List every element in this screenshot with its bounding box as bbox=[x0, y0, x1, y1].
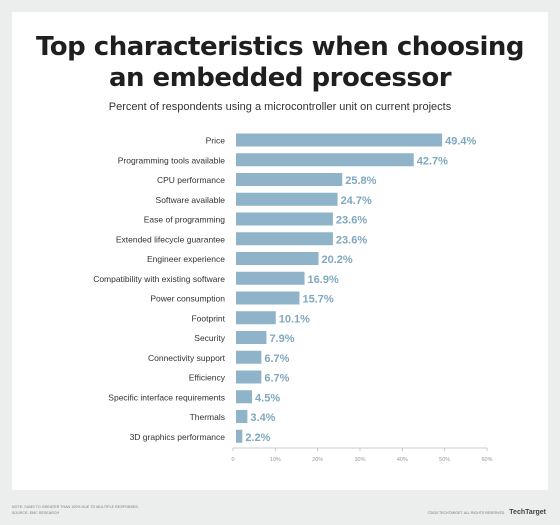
tick-label: 60% bbox=[481, 457, 492, 463]
bar bbox=[236, 291, 300, 305]
bar bbox=[236, 350, 262, 364]
bar bbox=[236, 271, 305, 285]
category-label: Ease of programming bbox=[144, 215, 226, 225]
value-label: 15.7% bbox=[302, 294, 333, 306]
value-label: 49.4% bbox=[445, 136, 476, 148]
category-label: Price bbox=[206, 136, 226, 146]
value-label: 23.6% bbox=[336, 234, 367, 246]
chart-title: Top characteristics when choosing an emb… bbox=[0, 32, 560, 94]
value-label: 10.1% bbox=[279, 313, 310, 325]
tick-label: 50% bbox=[439, 457, 450, 463]
bar bbox=[236, 232, 333, 246]
category-label: Efficiency bbox=[189, 373, 226, 383]
category-label: Software available bbox=[156, 195, 226, 205]
footer-note: NOTE: SUMS TO GREATER THAN 100% DUE TO M… bbox=[12, 505, 139, 509]
bar bbox=[236, 212, 333, 226]
value-label: 6.7% bbox=[264, 353, 289, 365]
footer-source: SOURCE: EMC RESEARCH bbox=[12, 511, 60, 515]
bar bbox=[236, 331, 267, 344]
bar bbox=[236, 133, 443, 147]
footer-right: ©2020 TECHTARGET. ALL RIGHTS RESERVED. T… bbox=[428, 509, 546, 516]
value-label: 23.6% bbox=[336, 215, 367, 227]
value-label: 24.7% bbox=[341, 195, 372, 207]
category-label: Extended lifecycle guarantee bbox=[116, 234, 225, 244]
bar bbox=[236, 429, 243, 443]
bar bbox=[236, 252, 319, 265]
tick-label: 40% bbox=[397, 457, 408, 463]
value-label: 20.2% bbox=[322, 254, 353, 266]
chart-title-line-2: an embedded processor bbox=[108, 63, 452, 93]
category-label: Engineer experience bbox=[147, 254, 225, 264]
chart-title-line-1: Top characteristics when choosing bbox=[36, 32, 525, 62]
value-label: 2.2% bbox=[245, 432, 270, 444]
chart-subtitle: Percent of respondents using a microcont… bbox=[108, 101, 452, 113]
category-label: 3D graphics performance bbox=[130, 432, 226, 442]
bar bbox=[236, 410, 248, 423]
bar bbox=[236, 153, 414, 167]
bar bbox=[236, 311, 276, 325]
tick-label: 30% bbox=[354, 457, 365, 463]
value-label: 25.8% bbox=[345, 175, 376, 187]
category-label: Security bbox=[194, 333, 225, 343]
chart-card bbox=[12, 12, 548, 490]
category-label: Power consumption bbox=[150, 294, 225, 304]
brand-logo: TechTarget bbox=[509, 509, 546, 516]
tick-label: 10% bbox=[270, 457, 281, 463]
value-label: 16.9% bbox=[308, 274, 339, 286]
bar bbox=[236, 390, 253, 404]
bar bbox=[236, 370, 262, 384]
category-label: Specific interface requirements bbox=[108, 392, 225, 402]
value-label: 3.4% bbox=[250, 412, 275, 424]
footer-copyright: ©2020 TECHTARGET. ALL RIGHTS RESERVED. bbox=[427, 510, 506, 515]
value-label: 6.7% bbox=[264, 373, 289, 385]
tick-label: 20% bbox=[312, 457, 323, 463]
value-label: 4.5% bbox=[255, 392, 280, 404]
category-label: Compatibility with existing software bbox=[93, 274, 225, 284]
category-label: Connectivity support bbox=[148, 353, 226, 363]
bar bbox=[236, 173, 343, 186]
category-label: Thermals bbox=[190, 412, 225, 422]
category-label: CPU performance bbox=[157, 175, 225, 185]
value-label: 7.9% bbox=[269, 333, 294, 345]
tick-label: 0 bbox=[231, 457, 234, 463]
bar bbox=[236, 192, 338, 206]
category-label: Footprint bbox=[191, 313, 225, 323]
value-label: 42.7% bbox=[417, 155, 448, 167]
category-label: Programming tools available bbox=[118, 155, 226, 165]
